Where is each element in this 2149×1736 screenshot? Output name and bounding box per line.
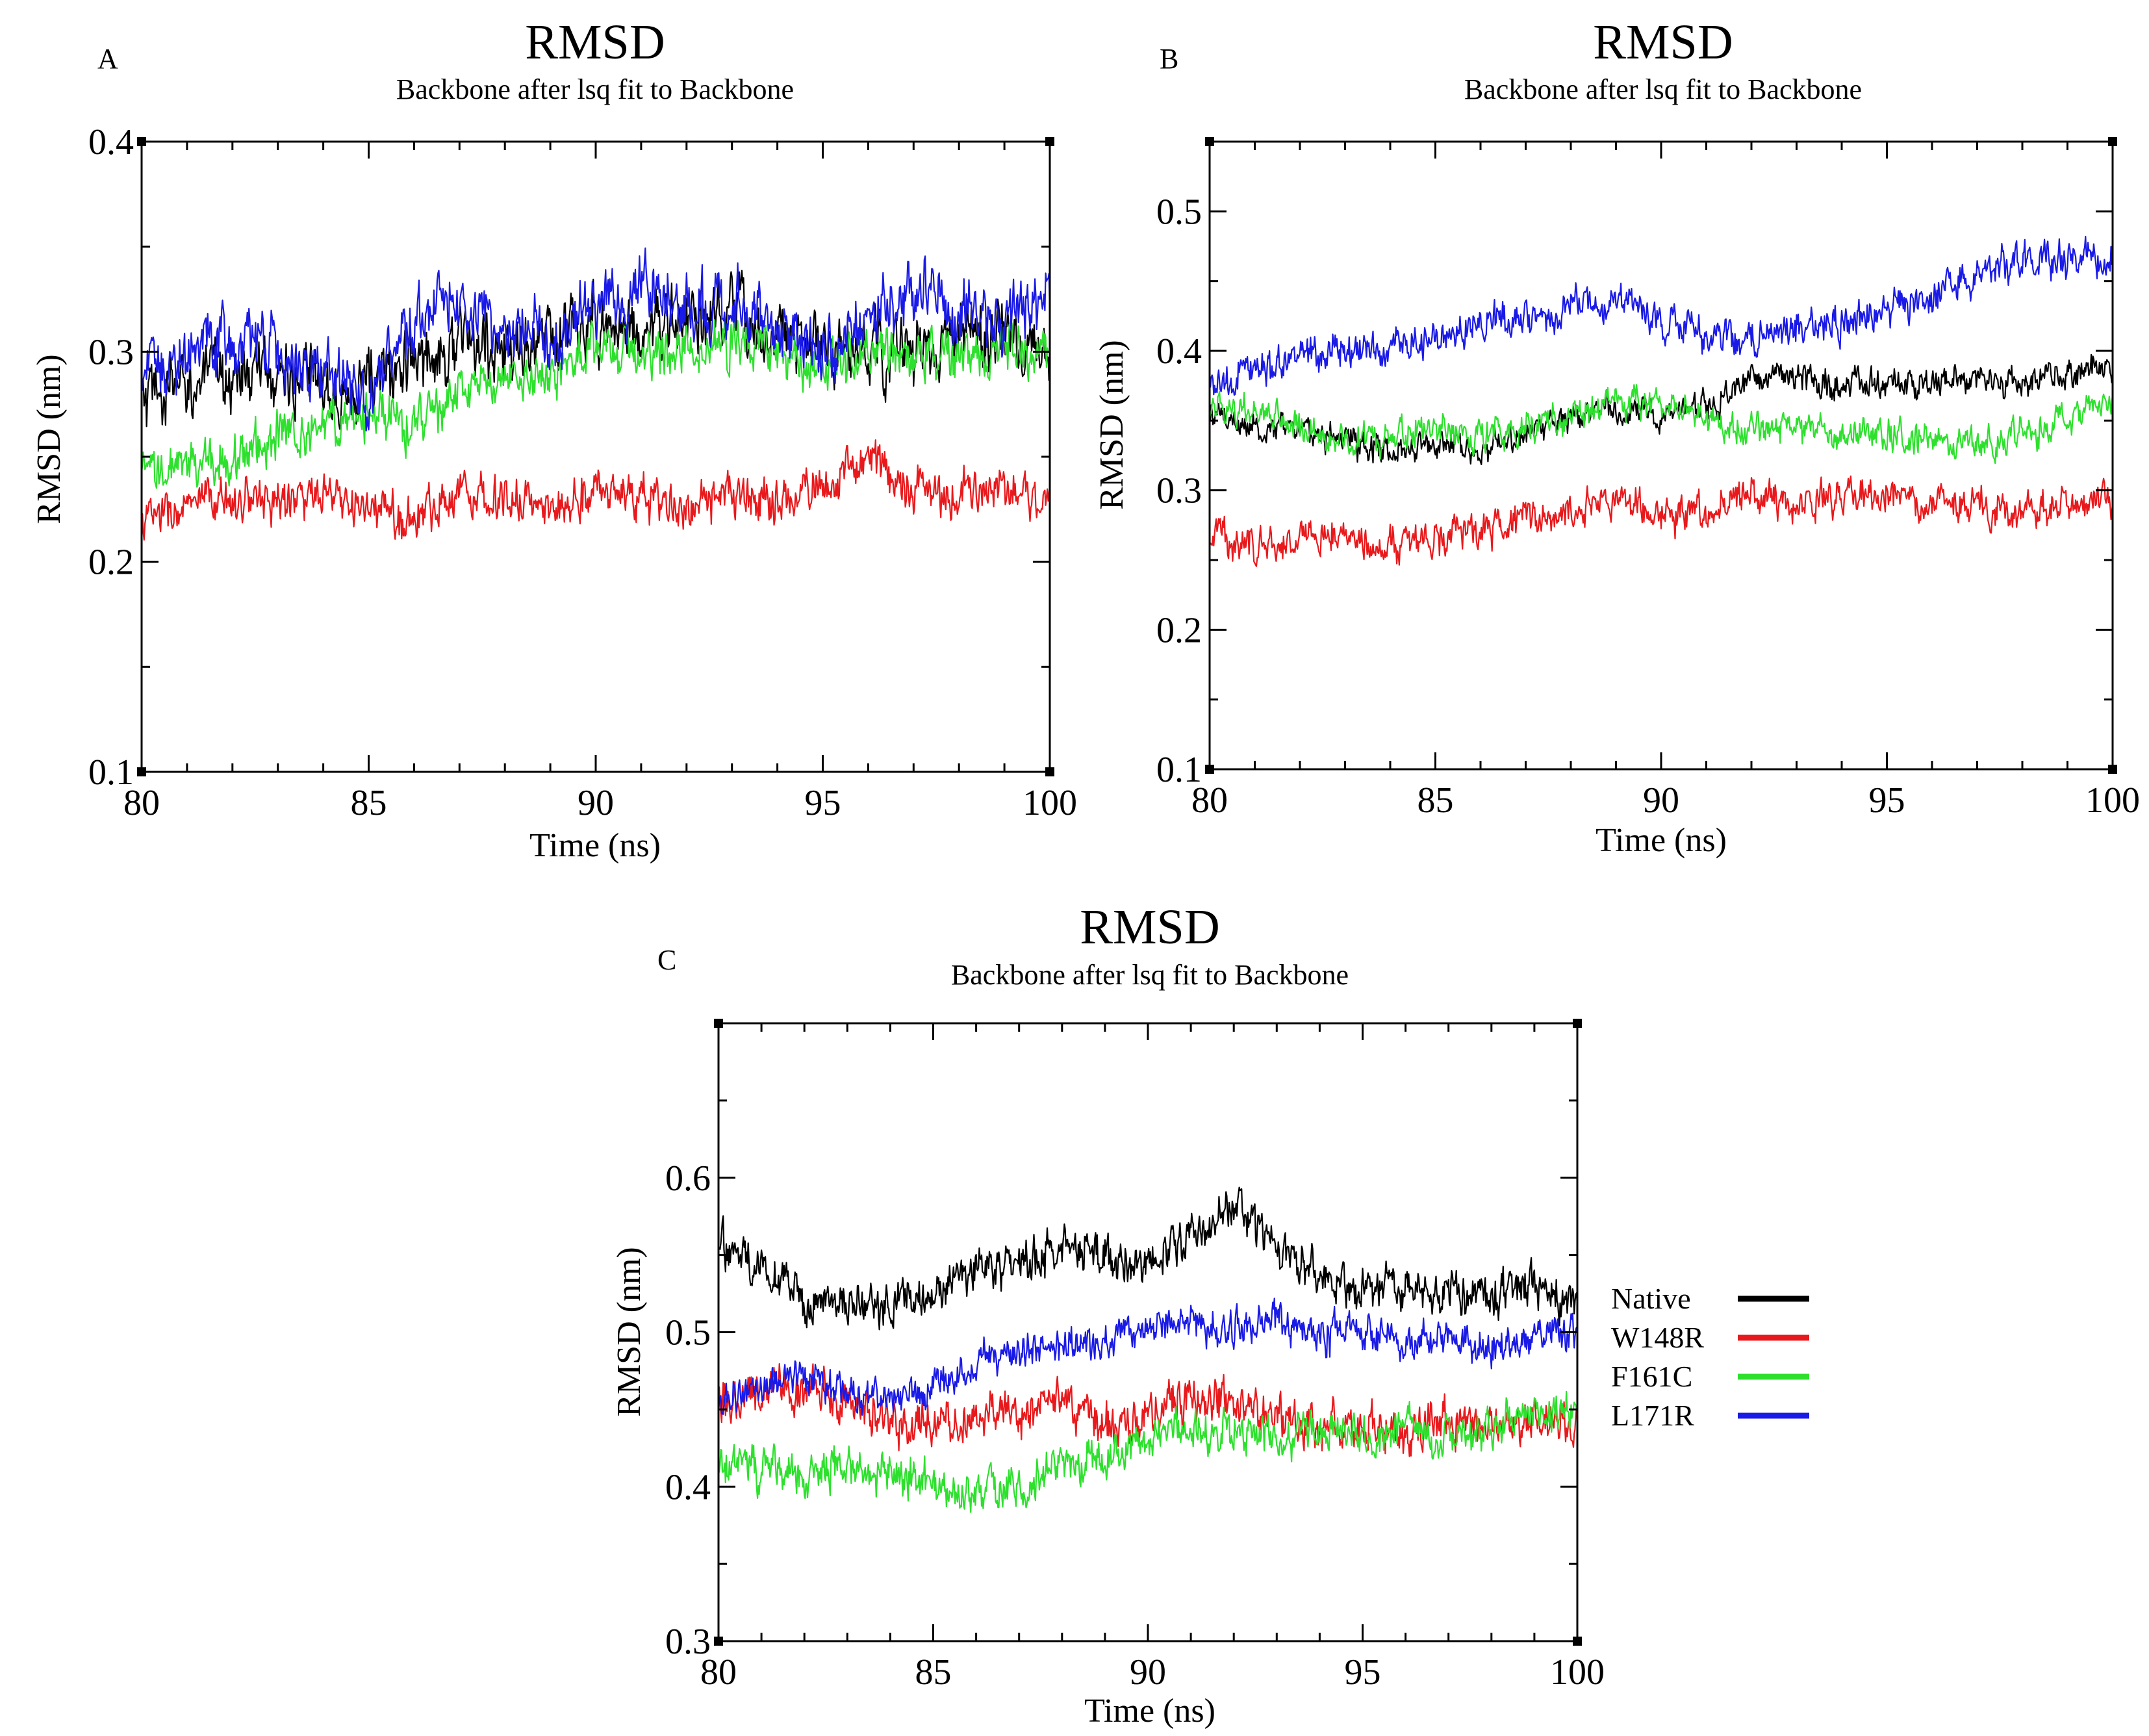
panel-c-y-tick-label: 0.6 <box>665 1158 711 1199</box>
panel-c-ticks: 80 85 90 95 100 0.3 0.4 0.5 0.6 <box>665 1019 1605 1692</box>
panel-a-x-axis-label: Time (ns) <box>529 827 661 864</box>
panel-c-x-tick-label: 90 <box>1130 1652 1166 1692</box>
panel-c-label: C <box>657 944 676 976</box>
panel-b-x-tick-label: 90 <box>1643 780 1679 821</box>
legend-entry-f161c: F161C <box>1611 1360 1809 1393</box>
panel-a-y-tick-label: 0.1 <box>88 752 134 793</box>
panel-c-title: RMSD <box>1080 900 1219 954</box>
panel-a-y-tick-label: 0.2 <box>88 542 134 583</box>
panel-a-series-l171r-line <box>140 247 1051 432</box>
panel-a-title: RMSD <box>525 15 665 70</box>
panel-b-title: RMSD <box>1593 15 1733 70</box>
panel-b-series-w148r-line <box>1208 475 2114 567</box>
panel-c-y-tick-label: 0.5 <box>665 1313 711 1353</box>
panel-a-y-tick-label: 0.3 <box>88 332 134 372</box>
legend-entry-native: Native <box>1611 1282 1809 1315</box>
panel-c-x-tick-label: 100 <box>1550 1652 1605 1692</box>
legend-entry-l171r: L171R <box>1611 1399 1809 1432</box>
panel-b-y-tick-label: 0.4 <box>1156 331 1202 372</box>
panel-b-y-tick-label: 0.3 <box>1156 471 1202 511</box>
panel-c-subtitle: Backbone after lsq fit to Backbone <box>951 959 1349 991</box>
legend: Native W148R F161C L171R <box>1611 1282 1809 1432</box>
panel-c-y-tick-label: 0.3 <box>665 1622 711 1662</box>
panel-a-y-axis-label: RMSD (nm) <box>31 354 68 524</box>
panel-a-series-lines <box>140 247 1051 541</box>
panel-b-label: B <box>1160 43 1178 75</box>
panel-a-x-tick-label: 80 <box>123 783 160 823</box>
panel-c-x-tick-label: 95 <box>1345 1652 1381 1692</box>
panel-c-series-lines <box>717 1186 1579 1513</box>
panel-c-x-axis-label: Time (ns) <box>1084 1692 1215 1730</box>
panel-a-x-tick-label: 95 <box>805 783 841 823</box>
panel-b-series-native-line <box>1208 353 2114 466</box>
panel-b-ticks: 80 85 90 95 100 0.1 0.2 0.3 0.4 0.5 <box>1156 137 2140 821</box>
panel-b-y-axis-label: RMSD (nm) <box>1093 340 1130 509</box>
panel-a: A RMSD Backbone after lsq fit to Backbon… <box>31 15 1077 864</box>
legend-label-native: Native <box>1611 1282 1691 1315</box>
panel-b-series-lines <box>1208 235 2114 567</box>
panel-b-y-tick-label: 0.2 <box>1156 610 1202 650</box>
panel-c-series-f161c-line <box>717 1390 1578 1513</box>
panel-a-series-f161c-line <box>140 316 1050 489</box>
panel-c-series-native-line <box>717 1186 1579 1331</box>
panel-b-y-tick-label: 0.5 <box>1156 192 1202 232</box>
panel-a-label: A <box>97 43 118 75</box>
panel-c-y-tick-label: 0.4 <box>665 1467 711 1507</box>
panel-a-series-w148r-line <box>141 439 1051 541</box>
legend-label-l171r: L171R <box>1611 1399 1694 1432</box>
panel-a-x-tick-label: 85 <box>351 783 387 823</box>
panel-c-x-tick-label: 80 <box>700 1652 737 1692</box>
panel-b-plot-frame <box>1208 140 2114 771</box>
panel-a-x-tick-label: 90 <box>578 783 614 823</box>
panel-a-y-tick-label: 0.4 <box>88 122 134 162</box>
panel-a-x-tick-label: 100 <box>1023 783 1077 823</box>
panel-b-x-tick-label: 100 <box>2085 780 2140 821</box>
panel-b-x-tick-label: 85 <box>1418 780 1454 821</box>
legend-label-w148r: W148R <box>1611 1321 1704 1354</box>
panel-b-y-tick-label: 0.1 <box>1156 750 1202 790</box>
panel-b-series-f161c-line <box>1208 384 2114 465</box>
legend-label-f161c: F161C <box>1611 1360 1692 1393</box>
panel-c-x-tick-label: 85 <box>915 1652 952 1692</box>
panel-a-subtitle: Backbone after lsq fit to Backbone <box>396 73 794 105</box>
panel-b: B RMSD Backbone after lsq fit to Backbon… <box>1093 15 2140 859</box>
panel-c-y-axis-label: RMSD (nm) <box>611 1247 648 1416</box>
panel-b-subtitle: Backbone after lsq fit to Backbone <box>1464 73 1862 105</box>
panel-b-series-l171r-line <box>1208 235 2114 396</box>
panel-b-x-tick-label: 95 <box>1869 780 1905 821</box>
panel-b-x-axis-label: Time (ns) <box>1596 822 1727 859</box>
panel-b-x-tick-label: 80 <box>1191 780 1228 821</box>
panel-c-series-l171r-line <box>717 1297 1579 1416</box>
legend-entry-w148r: W148R <box>1611 1321 1809 1354</box>
panel-a-plot-frame <box>140 140 1051 773</box>
panel-c-plot-frame <box>717 1022 1579 1642</box>
panel-c: C RMSD Backbone after lsq fit to Backbon… <box>611 900 1605 1730</box>
